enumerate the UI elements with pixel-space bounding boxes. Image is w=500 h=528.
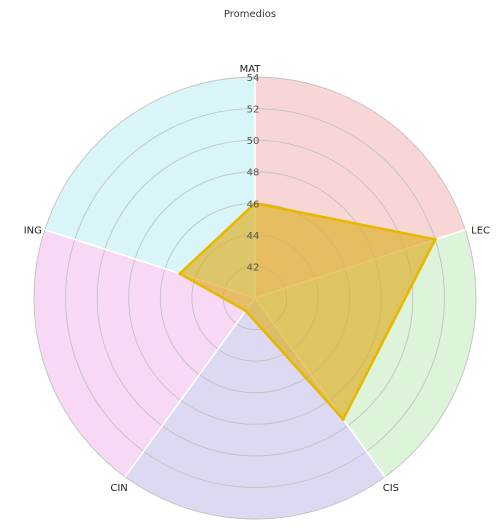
data-point-cis (341, 417, 345, 421)
category-label-cin: CIN (110, 483, 127, 494)
category-label-ing: ING (24, 226, 42, 237)
radial-tick-label: 48 (247, 168, 260, 179)
radial-tick-label: 42 (247, 262, 260, 273)
sector-cis (125, 298, 385, 519)
series-area (179, 203, 436, 420)
radial-tick-label: 50 (247, 136, 260, 147)
data-point-cin (244, 309, 248, 313)
series-line (178, 202, 437, 421)
sector-cin (33, 229, 255, 477)
data-point-mat (253, 201, 257, 205)
sector-ing (44, 77, 255, 298)
category-labels: MAT LEC CIS CIN ING (24, 64, 490, 494)
spoke-cin (124, 297, 256, 478)
data-point-ing (178, 272, 182, 276)
data-point-lec (433, 237, 437, 242)
radial-tick-labels: 42 44 46 48 50 52 54 (247, 73, 260, 273)
series-layer (178, 201, 437, 421)
radial-tick-label: 44 (247, 231, 260, 242)
category-label-lec: LEC (471, 226, 490, 237)
chart-title: Promedios (224, 9, 276, 20)
radial-tick-label: 52 (247, 105, 260, 116)
category-label-cis: CIS (383, 483, 399, 494)
radial-tick-label: 46 (247, 199, 260, 210)
category-label-mat: MAT (240, 64, 262, 75)
radial-tick-label: 54 (247, 73, 260, 84)
